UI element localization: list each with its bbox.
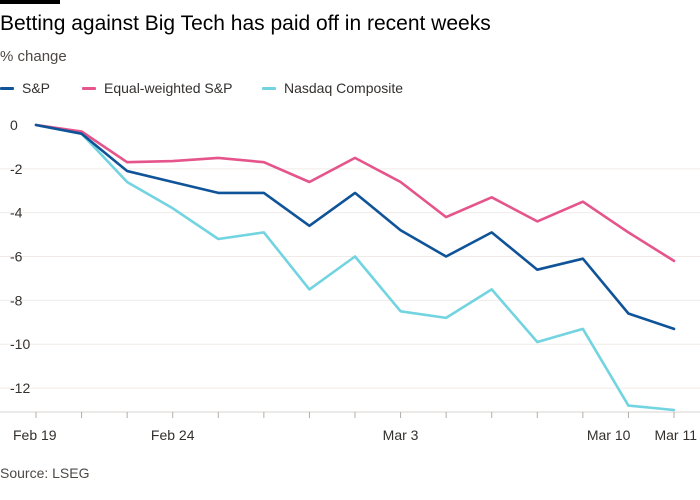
legend-item-nasdaq: Nasdaq Composite — [262, 80, 403, 96]
y-tick-label: -8 — [10, 292, 23, 308]
chart-subtitle: % change — [0, 48, 67, 65]
series-line-nasdaq-composite — [34, 123, 676, 412]
series-line-s-p — [34, 123, 676, 331]
legend-label-nasdaq: Nasdaq Composite — [284, 80, 404, 96]
x-tick-label: Mar 11 — [654, 427, 697, 443]
legend-item-sp: S&P — [0, 80, 50, 96]
x-tick-label: Feb 19 — [13, 427, 57, 443]
line-chart: 0 -2 -4 -6 -8 -10 -12 Feb 19 Feb 24 Mar 3 Mar 10 Ma… — [0, 117, 700, 443]
series-line-equal-weighted-s-p — [34, 123, 676, 263]
y-tick-label: -12 — [10, 380, 30, 396]
legend-swatch-nasdaq — [262, 86, 276, 90]
x-tick-label: Mar 3 — [383, 427, 419, 443]
source-note: Source: LSEG — [0, 465, 90, 481]
y-tick-label: 0 — [10, 117, 18, 133]
legend-swatch-equal-weighted — [82, 86, 96, 90]
x-tick-label: Feb 24 — [151, 427, 195, 443]
y-tick-label: -4 — [10, 205, 23, 221]
y-tick-label: -2 — [10, 161, 23, 177]
x-tick-label: Mar 10 — [587, 427, 631, 443]
top-accent-bar — [0, 0, 60, 4]
chart-title: Betting against Big Tech has paid off in… — [0, 12, 491, 35]
y-tick-label: -6 — [10, 249, 23, 265]
legend-label-equal-weighted: Equal-weighted S&P — [104, 80, 233, 96]
legend-swatch-sp — [0, 86, 14, 90]
legend-label-sp: S&P — [22, 80, 51, 96]
legend-item-equal-weighted: Equal-weighted S&P — [82, 80, 232, 96]
legend: S&P Equal-weighted S&P Nasdaq Composite — [0, 80, 700, 98]
y-tick-label: -10 — [10, 336, 30, 352]
